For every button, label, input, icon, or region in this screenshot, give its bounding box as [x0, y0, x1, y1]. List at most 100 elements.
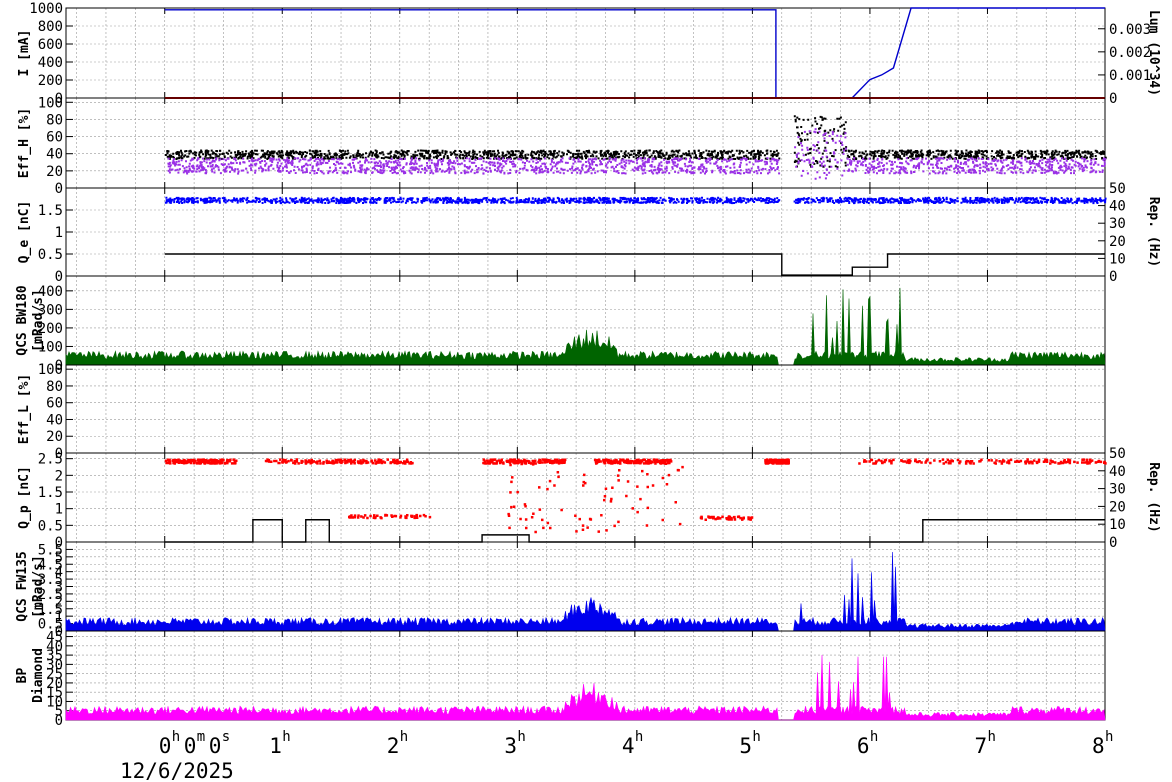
right-tick-label: 50 [1109, 446, 1126, 462]
series-0 [65, 551, 1106, 632]
x-tick-num: 6 [857, 734, 870, 758]
series-0 [164, 196, 1107, 205]
y-tick-label: 0.5 [38, 617, 63, 633]
y-tick-label: 5 [55, 704, 63, 720]
right-tick-label: 40 [1109, 464, 1126, 480]
y-axis-label: QCS BW180 [15, 285, 30, 356]
y-tick-label: 20 [46, 164, 63, 180]
x-tick-unit: s [222, 729, 230, 745]
right-tick-label: 0 [1109, 535, 1117, 551]
y-tick-label: 30 [46, 657, 63, 673]
scatter-points [167, 128, 1107, 180]
right-tick-label: 50 [1109, 181, 1126, 197]
x-tick-num: 0 [209, 734, 222, 758]
y-tick-label: 100 [38, 95, 63, 111]
y-tick-label: 100 [38, 362, 63, 378]
panel-frame [65, 97, 1106, 189]
right-tick-label: 10 [1109, 517, 1126, 533]
x-tick-num: 5 [739, 734, 752, 758]
y-tick-label: 300 [38, 302, 63, 318]
right-tick-label: 0.002 [1109, 45, 1151, 61]
series-1 [164, 253, 1105, 276]
y-tick-label: 0 [55, 535, 63, 551]
panel-qcs-bw180: 0 100 200 300 400 QCS BW180 [mRad/s] [15, 275, 1106, 374]
x-tick-unit: h [1105, 729, 1113, 745]
y-tick-label: 400 [38, 284, 63, 300]
right-tick-label: 20 [1109, 499, 1126, 515]
x-tick-num: 2 [387, 734, 400, 758]
y-axis-label: Diamond [31, 648, 46, 703]
x-tick-unit: h [752, 729, 760, 745]
y-tick-label: 1.5 [38, 602, 63, 618]
y-tick-label: 0 [55, 91, 63, 107]
panel-qcs-fw135: 00.511.522.533.544.555.5 QCS FW135 [mRad/s… [15, 541, 1106, 640]
x-tick-num: 0 [184, 734, 197, 758]
y-tick-label: 1.5 [38, 203, 63, 219]
x-tick-num: 1 [269, 734, 282, 758]
right-axis-label: Rep. (Hz) [1146, 462, 1161, 532]
y-tick-label: 4 [55, 565, 63, 581]
right-tick-label: 0.001 [1109, 68, 1151, 84]
x-tick-unit: h [172, 729, 180, 745]
right-tick-label: 0 [1109, 91, 1117, 107]
x-tick-unit: m [197, 729, 205, 745]
right-axis-label: Lum (10^34) [1146, 10, 1161, 96]
y-tick-label: 25 [46, 667, 63, 683]
y-tick-label: 400 [38, 55, 63, 71]
x-tick-unit: h [635, 729, 643, 745]
y-tick-label: 20 [46, 676, 63, 692]
series-1 [834, 7, 1105, 99]
y-tick-label: 0 [55, 446, 63, 462]
y-tick-label: 5 [55, 550, 63, 566]
y-tick-label: 80 [46, 379, 63, 395]
y-tick-label: 0 [55, 181, 63, 197]
y-tick-label: 1000 [29, 1, 63, 17]
x-tick-unit: h [517, 729, 525, 745]
x-tick-num: 7 [974, 734, 987, 758]
x-tick-unit: h [400, 729, 408, 745]
date-label: 12/6/2025 [120, 759, 234, 782]
y-tick-label: 2 [55, 594, 63, 610]
series-0 [65, 287, 1106, 366]
panel-frame [65, 7, 1106, 99]
y-axis-label: [mRad/s] [31, 555, 46, 618]
y-tick-label: 40 [46, 639, 63, 655]
area-fill [65, 654, 1106, 721]
x-tick-unit: h [870, 729, 878, 745]
series-0 [164, 115, 1107, 169]
y-tick-label: 3.5 [38, 572, 63, 588]
y-axis-label: BP [15, 668, 30, 684]
y-tick-label: 10 [46, 694, 63, 710]
right-tick-label: 30 [1109, 482, 1126, 498]
y-tick-label: 20 [46, 429, 63, 445]
area-fill [65, 287, 1106, 366]
x-tick-num: 0 [159, 734, 172, 758]
right-tick-label: 20 [1109, 234, 1126, 250]
scatter-points [164, 115, 1107, 169]
y-tick-label: 35 [46, 648, 63, 664]
right-tick-label: 0.003 [1109, 22, 1151, 38]
y-tick-label: 0 [55, 624, 63, 640]
y-axis-label: Eff_H [%] [17, 108, 32, 178]
x-tick-unit: h [987, 729, 995, 745]
y-tick-label: 100 [38, 339, 63, 355]
y-tick-label: 4.5 [38, 557, 63, 573]
y-tick-label: 1 [55, 609, 63, 625]
right-tick-label: 40 [1109, 199, 1126, 215]
y-tick-label: 0 [55, 269, 63, 285]
y-axis-label: Q_p [nC] [17, 466, 32, 529]
y-tick-label: 60 [46, 396, 63, 412]
